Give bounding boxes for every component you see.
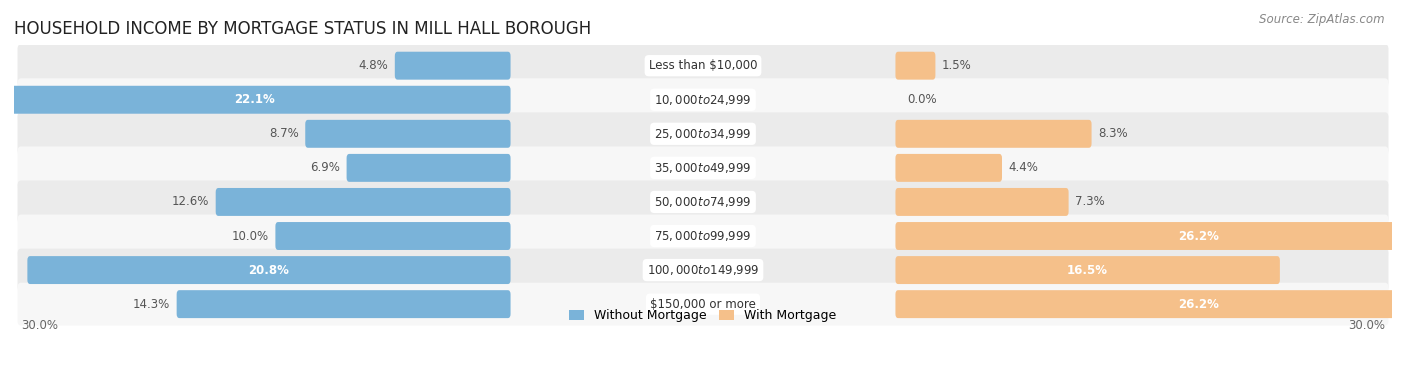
FancyBboxPatch shape: [27, 256, 510, 284]
Text: 12.6%: 12.6%: [172, 195, 209, 208]
FancyBboxPatch shape: [17, 248, 1389, 291]
FancyBboxPatch shape: [305, 120, 510, 148]
Text: $10,000 to $24,999: $10,000 to $24,999: [654, 93, 752, 107]
FancyBboxPatch shape: [17, 181, 1389, 224]
FancyBboxPatch shape: [896, 290, 1406, 318]
Text: 30.0%: 30.0%: [21, 319, 58, 332]
FancyBboxPatch shape: [177, 290, 510, 318]
Text: $25,000 to $34,999: $25,000 to $34,999: [654, 127, 752, 141]
Text: 6.9%: 6.9%: [311, 161, 340, 175]
Text: $75,000 to $99,999: $75,000 to $99,999: [654, 229, 752, 243]
Text: 4.8%: 4.8%: [359, 59, 388, 72]
Text: $150,000 or more: $150,000 or more: [650, 298, 756, 311]
Text: 16.5%: 16.5%: [1067, 264, 1108, 277]
FancyBboxPatch shape: [347, 154, 510, 182]
Text: $100,000 to $149,999: $100,000 to $149,999: [647, 263, 759, 277]
FancyBboxPatch shape: [896, 154, 1002, 182]
Text: 26.2%: 26.2%: [1178, 298, 1219, 311]
FancyBboxPatch shape: [215, 188, 510, 216]
Text: 22.1%: 22.1%: [233, 93, 274, 106]
FancyBboxPatch shape: [17, 146, 1389, 189]
Text: 8.7%: 8.7%: [269, 127, 299, 140]
Text: Source: ZipAtlas.com: Source: ZipAtlas.com: [1260, 13, 1385, 26]
FancyBboxPatch shape: [17, 215, 1389, 257]
Text: HOUSEHOLD INCOME BY MORTGAGE STATUS IN MILL HALL BOROUGH: HOUSEHOLD INCOME BY MORTGAGE STATUS IN M…: [14, 20, 592, 38]
Text: Less than $10,000: Less than $10,000: [648, 59, 758, 72]
FancyBboxPatch shape: [896, 52, 935, 80]
FancyBboxPatch shape: [896, 222, 1406, 250]
Text: 1.5%: 1.5%: [942, 59, 972, 72]
FancyBboxPatch shape: [17, 112, 1389, 155]
FancyBboxPatch shape: [17, 44, 1389, 87]
FancyBboxPatch shape: [0, 86, 510, 114]
Text: 7.3%: 7.3%: [1076, 195, 1105, 208]
Text: 0.0%: 0.0%: [907, 93, 936, 106]
Text: 30.0%: 30.0%: [1348, 319, 1385, 332]
Text: 14.3%: 14.3%: [134, 298, 170, 311]
Text: 20.8%: 20.8%: [249, 264, 290, 277]
Text: 26.2%: 26.2%: [1178, 230, 1219, 242]
Text: 8.3%: 8.3%: [1098, 127, 1128, 140]
Text: 4.4%: 4.4%: [1008, 161, 1038, 175]
Text: $35,000 to $49,999: $35,000 to $49,999: [654, 161, 752, 175]
FancyBboxPatch shape: [17, 78, 1389, 121]
FancyBboxPatch shape: [17, 283, 1389, 326]
Legend: Without Mortgage, With Mortgage: Without Mortgage, With Mortgage: [564, 304, 842, 327]
FancyBboxPatch shape: [395, 52, 510, 80]
FancyBboxPatch shape: [896, 188, 1069, 216]
Text: 10.0%: 10.0%: [232, 230, 269, 242]
FancyBboxPatch shape: [896, 120, 1091, 148]
FancyBboxPatch shape: [276, 222, 510, 250]
FancyBboxPatch shape: [896, 256, 1279, 284]
Text: $50,000 to $74,999: $50,000 to $74,999: [654, 195, 752, 209]
